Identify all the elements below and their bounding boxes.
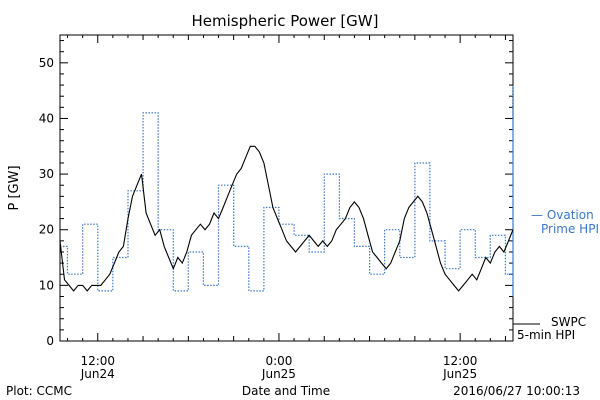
axis-ticks bbox=[60, 35, 513, 342]
x-tick-label-date: Jun25 bbox=[261, 367, 296, 381]
y-tick-label: 20 bbox=[39, 223, 54, 237]
y-tick-labels: 0 10 20 30 40 50 bbox=[39, 56, 54, 348]
plot-timestamp: 2016/06/27 10:00:13 bbox=[453, 384, 580, 398]
chart-title: Hemispheric Power [GW] bbox=[192, 12, 379, 30]
x-tick-labels: 12:00Jun240:00Jun2512:00Jun250:00Jun2612… bbox=[80, 354, 478, 381]
y-tick-label: 30 bbox=[39, 167, 54, 181]
series-line-swpc-hpi bbox=[59, 145, 514, 292]
legend-swpc-line2: 5-min HPI bbox=[517, 328, 575, 342]
x-tick-label-date: Jun24 bbox=[80, 367, 115, 381]
x-tick-label-time: 0:00 bbox=[265, 354, 292, 368]
legend-ovation-line1: — Ovation bbox=[531, 208, 594, 222]
x-tick-label-time: 12:00 bbox=[80, 354, 115, 368]
legend-ovation-line2: Prime HPI bbox=[541, 222, 599, 236]
x-axis-label: Date and Time bbox=[242, 384, 330, 398]
x-tick-label-time: 12:00 bbox=[443, 354, 478, 368]
y-tick-label: 50 bbox=[39, 56, 54, 70]
y-axis-label: P [GW] bbox=[7, 165, 22, 210]
y-tick-label: 10 bbox=[39, 278, 54, 292]
legend-swpc-line1: SWPC bbox=[551, 315, 586, 329]
y-tick-label: 40 bbox=[39, 111, 54, 125]
x-tick-label-date: Jun25 bbox=[442, 367, 477, 381]
plot-credit: Plot: CCMC bbox=[6, 384, 72, 398]
y-tick-label: 0 bbox=[46, 334, 54, 348]
plot-frame bbox=[59, 34, 514, 342]
series-line-ovation-prime-hpi bbox=[60, 85, 514, 297]
